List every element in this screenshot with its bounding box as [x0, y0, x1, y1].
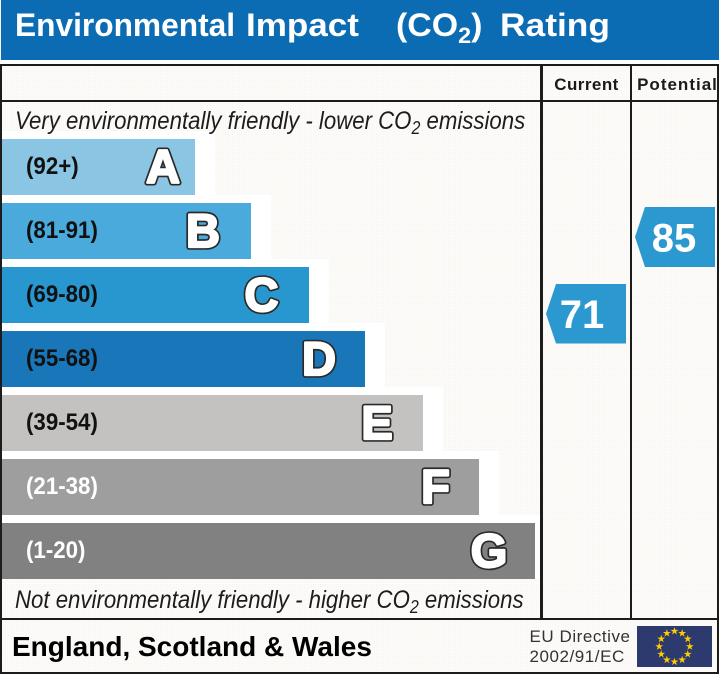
svg-text:G: G — [471, 524, 508, 577]
svg-text:A: A — [146, 140, 180, 193]
svg-text:B: B — [186, 204, 220, 257]
svg-text:B: B — [186, 204, 220, 257]
svg-text:F: F — [421, 460, 450, 513]
svg-text:C: C — [245, 268, 279, 321]
svg-text:C: C — [245, 268, 279, 321]
svg-text:E: E — [361, 396, 392, 449]
svg-text:G: G — [471, 524, 508, 577]
svg-text:E: E — [361, 396, 392, 449]
svg-text:A: A — [146, 140, 180, 193]
svg-text:D: D — [302, 332, 336, 385]
svg-text:85: 85 — [652, 216, 697, 260]
svg-text:F: F — [421, 460, 450, 513]
svg-text:71: 71 — [560, 293, 605, 337]
svg-text:D: D — [302, 332, 336, 385]
